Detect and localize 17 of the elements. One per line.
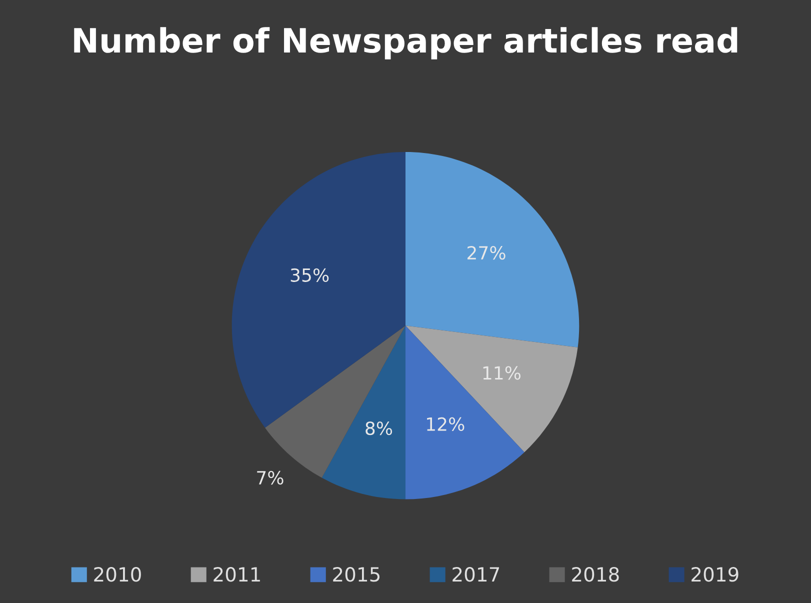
pie-slice <box>406 326 524 500</box>
data-label: 8% <box>366 421 392 436</box>
data-label: 7% <box>257 470 284 485</box>
legend-label: 2018 <box>572 567 619 582</box>
legend-label: 2015 <box>333 567 380 582</box>
pie-slice <box>406 326 578 452</box>
data-label: 27% <box>468 246 506 260</box>
legend-label: 2017 <box>452 567 500 582</box>
data-label: 12% <box>427 417 464 431</box>
legend-label: 2010 <box>94 567 141 582</box>
data-label: 35% <box>290 268 329 282</box>
pie-slice <box>322 326 406 500</box>
legend-label: 2019 <box>692 567 738 582</box>
data-label: 11% <box>483 366 521 380</box>
chart-title: Number of Newspaper articles read <box>74 27 738 60</box>
pie-slice <box>406 152 580 348</box>
legend-label: 2011 <box>214 567 260 582</box>
